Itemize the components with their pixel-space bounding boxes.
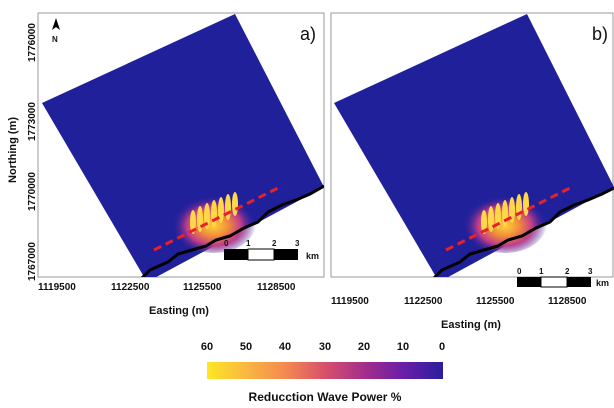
sea-area: [334, 14, 614, 277]
colorbar-title: Reducction Wave Power %: [249, 390, 402, 404]
map-panel-a: N a) 0 1 2 3 km 1767000 1770000 1773000 …: [7, 12, 325, 317]
svg-text:km: km: [596, 278, 609, 288]
scale-bar: 0 1 2 3 km: [517, 267, 609, 288]
svg-text:3: 3: [295, 239, 300, 248]
y-axis-label: Northing (m): [7, 117, 19, 183]
x-tick: 1125500: [476, 296, 515, 307]
svg-text:0: 0: [517, 267, 522, 276]
colorbar-tick: 60: [201, 341, 213, 353]
colorbar-tick: 10: [397, 341, 409, 353]
x-axis-ticks: 1119500 1122500 1125500 1128500: [38, 282, 296, 293]
transect-line: [153, 184, 283, 252]
scale-bar: 0 1 2 3 km: [224, 239, 319, 261]
svg-text:1: 1: [539, 267, 544, 276]
north-arrow-icon: N: [52, 18, 60, 44]
y-tick: 1773000: [27, 102, 38, 141]
svg-text:3: 3: [588, 267, 593, 276]
panel-label: a): [300, 24, 316, 44]
coastline: [432, 186, 614, 277]
x-tick: 1128500: [257, 282, 296, 293]
svg-text:2: 2: [565, 267, 570, 276]
x-tick: 1128500: [548, 296, 587, 307]
x-tick: 1122500: [404, 296, 443, 307]
x-tick: 1125500: [183, 282, 222, 293]
colorbar-tick: 0: [439, 341, 445, 353]
wec-array: [481, 192, 529, 234]
y-tick: 1770000: [27, 172, 38, 211]
colorbar-tick: 50: [240, 341, 252, 353]
colorbar-tick: 30: [319, 341, 331, 353]
svg-text:1: 1: [246, 239, 251, 248]
y-tick: 1767000: [27, 242, 38, 281]
x-axis-label: Easting (m): [441, 319, 501, 331]
y-axis-ticks: 1767000 1770000 1773000 1776000: [27, 23, 38, 281]
x-axis-label: Easting (m): [149, 305, 209, 317]
sea-area: [42, 14, 324, 277]
x-tick: 1122500: [111, 282, 150, 293]
y-tick: 1776000: [27, 23, 38, 62]
panel-label: b): [592, 24, 608, 44]
colorbar: 60 50 40 30 20 10 0 Reducction Wave Powe…: [201, 341, 445, 404]
transect-line: [445, 184, 575, 252]
svg-text:2: 2: [272, 239, 277, 248]
svg-text:km: km: [306, 251, 319, 261]
x-tick: 1119500: [331, 296, 369, 307]
x-tick: 1119500: [38, 282, 76, 293]
colorbar-tick: 40: [279, 341, 291, 353]
colorbar-ticks: 60 50 40 30 20 10 0: [201, 341, 445, 353]
colorbar-gradient: [207, 362, 443, 379]
colorbar-tick: 20: [358, 341, 370, 353]
map-panel-b: b) 0 1 2 3 km 1119500 1122500 1125500 11…: [330, 12, 614, 331]
svg-text:N: N: [52, 35, 58, 44]
x-axis-ticks: 1119500 1122500 1125500 1128500: [331, 296, 587, 307]
svg-text:0: 0: [224, 239, 229, 248]
coastline: [140, 184, 324, 277]
